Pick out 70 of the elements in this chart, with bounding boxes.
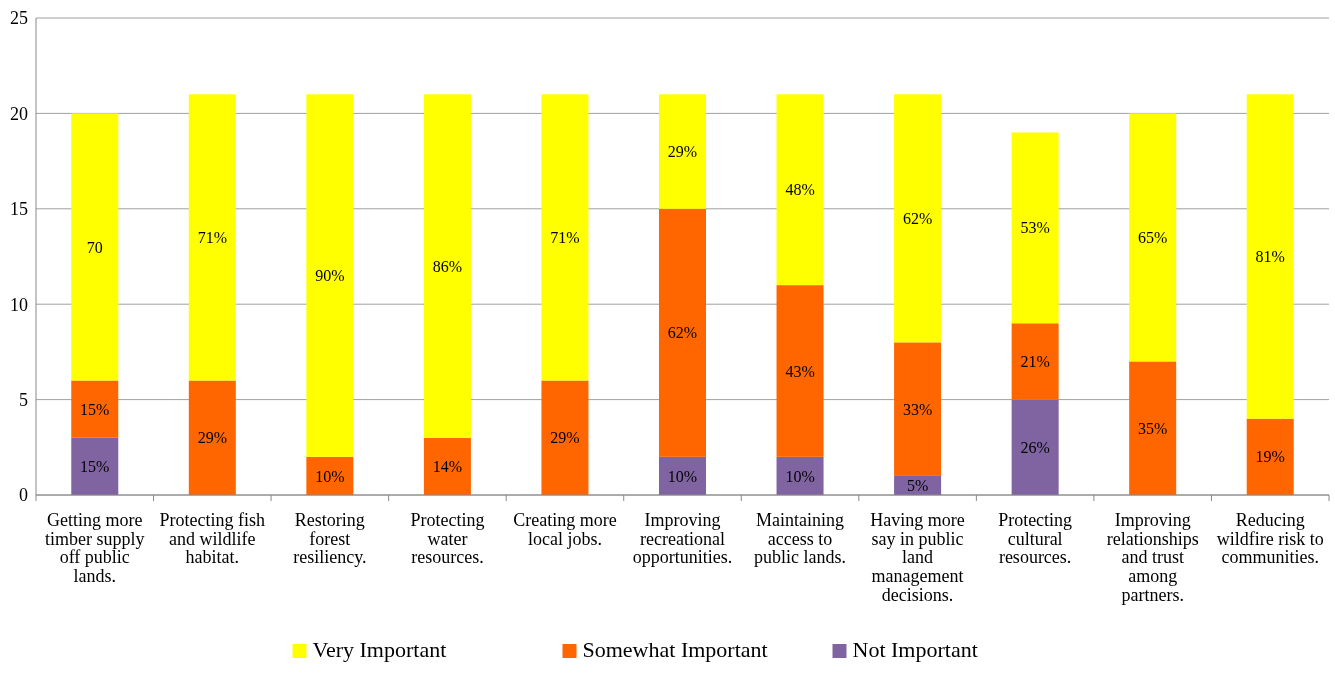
bar xyxy=(423,94,471,438)
annotation: 71% xyxy=(550,229,580,247)
bar xyxy=(71,113,119,381)
bar xyxy=(188,94,236,381)
annotation: 71% xyxy=(197,229,227,247)
annotation: 10% xyxy=(315,467,345,485)
annotation: 14% xyxy=(432,457,463,475)
bar xyxy=(1011,323,1059,400)
annotation: 15% xyxy=(80,400,110,418)
x-tick-label: Getting more timber supply off public lands. xyxy=(45,509,145,587)
bar xyxy=(71,437,119,495)
bar xyxy=(1129,113,1177,362)
x-tick-label: Creating more local jobs. xyxy=(513,509,617,549)
annotation: 29% xyxy=(550,429,580,447)
x-tick-label: Maintaining access to public lands. xyxy=(754,509,847,568)
bar xyxy=(423,437,471,495)
annotation: 65% xyxy=(1138,229,1168,247)
x-tick-label: Having more say in public land management decisions. xyxy=(870,509,965,606)
annotation: 43% xyxy=(785,362,815,380)
y-tick-label: 0 xyxy=(19,485,28,506)
bar xyxy=(658,94,707,209)
annotation: 70 xyxy=(86,238,103,256)
x-tick-label: Restoring forest resiliency. xyxy=(293,509,367,568)
bar xyxy=(894,94,942,343)
annotation: 10% xyxy=(785,467,815,485)
y-tick-label: 5 xyxy=(19,389,28,410)
annotation: 29% xyxy=(197,429,227,447)
annotation: 86% xyxy=(432,257,463,275)
y-tick-label: 15 xyxy=(10,199,28,220)
annotation: 81% xyxy=(1255,248,1285,266)
x-tick-label: Improving recreational opportunities. xyxy=(632,509,733,568)
bar xyxy=(1246,94,1294,419)
annotation: 5% xyxy=(906,477,929,495)
annotation: 26% xyxy=(1020,438,1050,456)
bar xyxy=(306,94,354,457)
y-tick-label: 10 xyxy=(10,294,28,315)
bar xyxy=(541,94,589,381)
bar xyxy=(1011,399,1059,495)
bar xyxy=(1129,361,1177,495)
bar xyxy=(658,208,707,457)
y-tick-label: 20 xyxy=(10,103,28,124)
x-tick-label: Reducing wildfire risk to communities. xyxy=(1216,509,1324,568)
legend-label: Not Important xyxy=(852,637,978,662)
annotation: 62% xyxy=(667,324,698,342)
legend-label: Somewhat Important xyxy=(582,637,768,662)
annotation: 62% xyxy=(902,209,933,227)
annotation: 90% xyxy=(315,267,345,285)
legend-label: Very Important xyxy=(312,637,447,662)
bar xyxy=(541,380,589,495)
bar xyxy=(71,380,119,438)
x-tick-label: Improving relationships and trust among partners. xyxy=(1106,509,1199,606)
x-tick-label: Protecting water resources. xyxy=(410,509,485,568)
annotation: 33% xyxy=(902,400,933,418)
bar xyxy=(894,342,942,476)
bar xyxy=(1246,418,1294,495)
annotation: 35% xyxy=(1138,419,1168,437)
x-tick-label: Protecting cultural resources. xyxy=(998,509,1073,568)
annotation: 19% xyxy=(1255,448,1285,466)
bar xyxy=(776,94,824,286)
annotation: 21% xyxy=(1020,353,1050,371)
y-tick-label: 25 xyxy=(10,8,28,29)
bar xyxy=(1011,132,1059,324)
annotation: 15% xyxy=(80,457,110,475)
annotation: 48% xyxy=(785,181,815,199)
x-tick-label: Protecting fish and wildlife habitat. xyxy=(159,509,266,568)
annotation: 53% xyxy=(1020,219,1050,237)
bar xyxy=(188,380,236,495)
bar xyxy=(776,285,824,457)
annotation: 10% xyxy=(667,467,698,485)
annotation: 29% xyxy=(667,143,698,161)
